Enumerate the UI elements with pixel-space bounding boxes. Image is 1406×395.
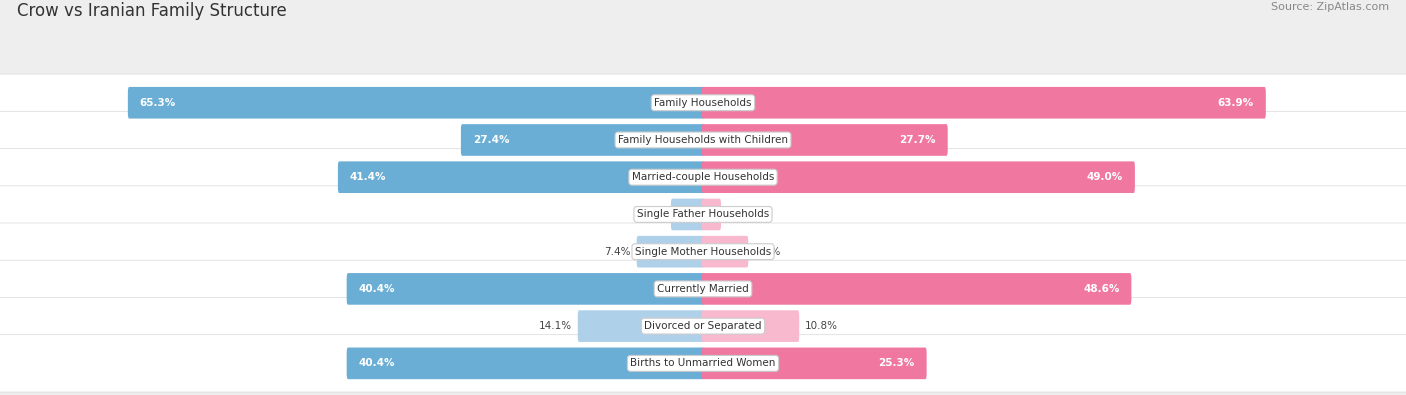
FancyBboxPatch shape (0, 111, 1406, 169)
Text: 14.1%: 14.1% (538, 321, 572, 331)
FancyBboxPatch shape (0, 74, 1406, 132)
Text: 27.7%: 27.7% (900, 135, 936, 145)
Text: Family Households with Children: Family Households with Children (619, 135, 787, 145)
Text: Births to Unmarried Women: Births to Unmarried Women (630, 358, 776, 369)
FancyBboxPatch shape (347, 273, 704, 305)
Text: 63.9%: 63.9% (1218, 98, 1254, 108)
Text: Currently Married: Currently Married (657, 284, 749, 294)
FancyBboxPatch shape (702, 87, 1265, 118)
FancyBboxPatch shape (702, 348, 927, 379)
FancyBboxPatch shape (0, 186, 1406, 243)
FancyBboxPatch shape (337, 162, 704, 193)
FancyBboxPatch shape (0, 335, 1406, 392)
Text: Married-couple Households: Married-couple Households (631, 172, 775, 182)
Text: Source: ZipAtlas.com: Source: ZipAtlas.com (1271, 2, 1389, 12)
Text: Single Father Households: Single Father Households (637, 209, 769, 220)
FancyBboxPatch shape (702, 124, 948, 156)
Text: 10.8%: 10.8% (804, 321, 838, 331)
FancyBboxPatch shape (578, 310, 704, 342)
Text: 41.4%: 41.4% (350, 172, 387, 182)
Text: 3.5%: 3.5% (638, 209, 665, 220)
Text: Divorced or Separated: Divorced or Separated (644, 321, 762, 331)
FancyBboxPatch shape (702, 236, 748, 267)
FancyBboxPatch shape (128, 87, 704, 118)
FancyBboxPatch shape (461, 124, 704, 156)
Text: 40.4%: 40.4% (359, 358, 395, 369)
FancyBboxPatch shape (702, 310, 799, 342)
Text: 25.3%: 25.3% (879, 358, 915, 369)
Text: 48.6%: 48.6% (1083, 284, 1119, 294)
FancyBboxPatch shape (0, 297, 1406, 355)
Text: 27.4%: 27.4% (472, 135, 509, 145)
FancyBboxPatch shape (702, 199, 721, 230)
Text: 65.3%: 65.3% (139, 98, 176, 108)
Text: 5.0%: 5.0% (754, 246, 780, 257)
Text: Crow vs Iranian Family Structure: Crow vs Iranian Family Structure (17, 2, 287, 20)
FancyBboxPatch shape (702, 273, 1132, 305)
FancyBboxPatch shape (671, 199, 704, 230)
Text: 1.9%: 1.9% (727, 209, 754, 220)
FancyBboxPatch shape (0, 149, 1406, 206)
FancyBboxPatch shape (702, 162, 1135, 193)
FancyBboxPatch shape (0, 260, 1406, 318)
FancyBboxPatch shape (637, 236, 704, 267)
FancyBboxPatch shape (0, 223, 1406, 280)
Text: Family Households: Family Households (654, 98, 752, 108)
Text: Single Mother Households: Single Mother Households (636, 246, 770, 257)
FancyBboxPatch shape (347, 348, 704, 379)
Text: 49.0%: 49.0% (1087, 172, 1123, 182)
Text: 7.4%: 7.4% (605, 246, 631, 257)
Text: 40.4%: 40.4% (359, 284, 395, 294)
